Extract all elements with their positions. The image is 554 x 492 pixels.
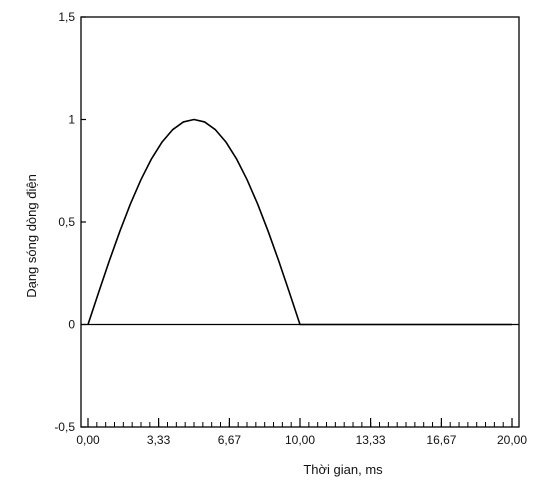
y-axis-label: Dạng sóng dòng điện [24,174,39,298]
y-tick-label: 0 [68,318,75,332]
x-axis-label: Thời gian, ms [303,462,383,477]
x-tick-label: 13,33 [356,433,386,447]
series-line [87,118,512,326]
series-layer [87,118,512,326]
y-axis-ticks: -0,5 0 0,5 1 1,5 [54,10,86,434]
x-tick-label: 3,33 [147,433,171,447]
y-tick-label: 0,5 [58,215,75,229]
x-tick-label: 10,00 [285,433,315,447]
x-tick-label: 6,67 [218,433,242,447]
plot-frame [80,16,520,428]
y-tick-label: -0,5 [54,420,75,434]
x-tick-label: 16,67 [426,433,456,447]
y-tick-label: 1,5 [58,10,75,24]
y-tick-label: 1 [68,113,75,127]
x-axis-ticks: 0,00 3,33 6,67 10,00 13,33 16,67 20,00 [76,418,527,447]
x-tick-label: 20,00 [497,433,527,447]
x-tick-label: 0,00 [76,433,100,447]
